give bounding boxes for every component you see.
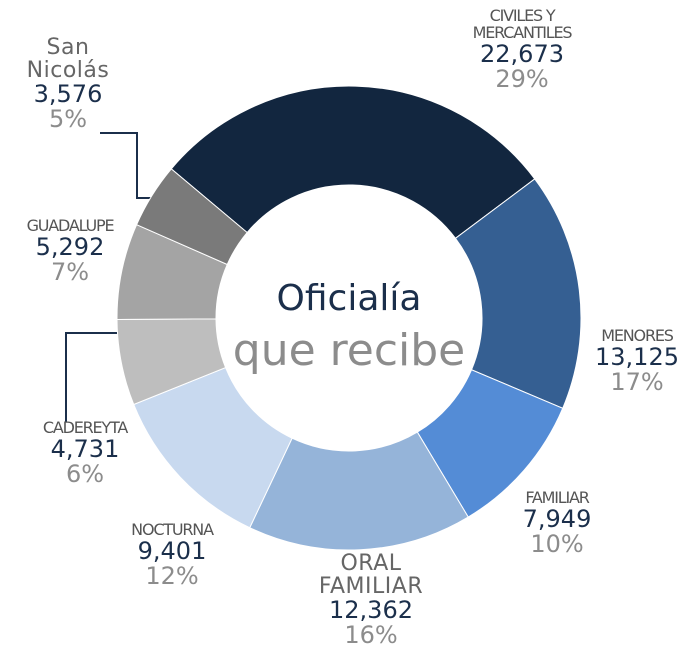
category-label: FAMILIAR bbox=[525, 488, 590, 507]
category-label: GUADALUPE bbox=[26, 216, 115, 235]
donut-slice bbox=[454, 178, 582, 409]
donut-slice bbox=[135, 168, 248, 266]
data-label: San Nicolás 3,576 5% bbox=[8, 36, 128, 133]
percent-label: 12% bbox=[145, 561, 199, 590]
value-label: 7,949 bbox=[522, 504, 592, 533]
donut-slice bbox=[170, 85, 536, 239]
percent-label: 6% bbox=[65, 459, 105, 488]
value-label: 13,125 bbox=[595, 342, 679, 371]
leader-line bbox=[100, 132, 160, 199]
percent-label: 16% bbox=[344, 621, 398, 650]
category-label: CADEREYTA bbox=[42, 418, 128, 437]
value-label: 5,292 bbox=[35, 232, 105, 261]
percent-label: 29% bbox=[495, 64, 549, 93]
data-label: CIVILES Y MERCANTILES 22,673 29% bbox=[457, 6, 587, 93]
percent-label: 7% bbox=[50, 257, 90, 286]
percent-label: 17% bbox=[610, 367, 664, 396]
center-title: Oficialía bbox=[276, 278, 422, 319]
data-label: NOCTURNA 9,401 12% bbox=[107, 520, 237, 590]
data-label: MENORES 13,125 17% bbox=[577, 326, 690, 396]
data-label: ORAL FAMILIAR 12,362 16% bbox=[301, 552, 441, 649]
category-label: CIVILES Y MERCANTILES bbox=[472, 6, 573, 42]
center-subtitle: que recibe bbox=[232, 325, 466, 376]
category-label: MENORES bbox=[601, 326, 674, 345]
data-label: GUADALUPE 5,292 7% bbox=[5, 216, 135, 286]
value-label: 22,673 bbox=[480, 39, 564, 68]
value-label: 3,576 bbox=[33, 80, 103, 109]
category-label: San Nicolás bbox=[26, 35, 110, 84]
data-label: CADEREYTA 4,731 6% bbox=[20, 418, 150, 488]
percent-label: 5% bbox=[48, 105, 88, 134]
percent-label: 10% bbox=[530, 529, 584, 558]
value-label: 12,362 bbox=[329, 596, 413, 625]
value-label: 4,731 bbox=[50, 434, 120, 463]
category-label: NOCTURNA bbox=[131, 520, 214, 539]
value-label: 9,401 bbox=[137, 536, 207, 565]
data-label: FAMILIAR 7,949 10% bbox=[497, 488, 617, 558]
category-label: ORAL FAMILIAR bbox=[318, 551, 424, 600]
